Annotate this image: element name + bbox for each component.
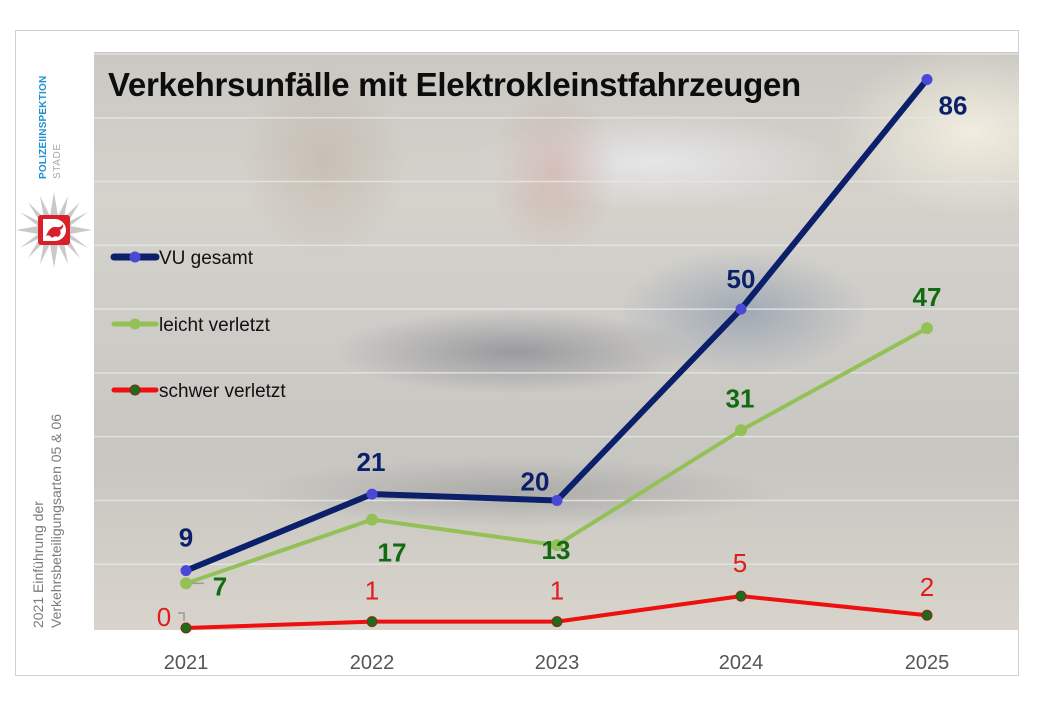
data-label-vu-gesamt: 9 bbox=[179, 523, 193, 553]
x-axis-tick-labels: 2021 2022 2023 2024 2025 bbox=[164, 652, 950, 674]
legend-label: VU gesamt bbox=[159, 248, 254, 269]
legend-label: schwer verletzt bbox=[159, 381, 286, 402]
data-label-schwer-verletzt: 1 bbox=[550, 576, 564, 606]
data-label-leicht-verletzt: 7 bbox=[213, 571, 227, 601]
data-point-leicht-verletzt bbox=[180, 577, 192, 590]
data-label-schwer-verletzt: 2 bbox=[920, 572, 934, 602]
data-point-schwer-verletzt bbox=[921, 609, 933, 621]
legend-swatch-marker bbox=[129, 318, 141, 330]
data-label-leicht-verletzt: 47 bbox=[913, 282, 942, 312]
gridlines bbox=[94, 53, 1019, 565]
data-label-schwer-verletzt: 0 bbox=[157, 602, 171, 632]
series-lines bbox=[180, 74, 933, 634]
data-point-vu-gesamt bbox=[551, 494, 563, 506]
data-point-vu-gesamt bbox=[366, 488, 378, 500]
legend-label: leicht verletzt bbox=[159, 315, 271, 336]
legend-item-vu-gesamt: VU gesamt bbox=[110, 248, 254, 269]
data-label-schwer-verletzt: 5 bbox=[733, 548, 747, 578]
legend-item-schwer-verletzt: schwer verletzt bbox=[111, 381, 286, 402]
x-tick-label: 2025 bbox=[905, 652, 950, 674]
data-label-leicht-verletzt: 13 bbox=[542, 535, 571, 565]
x-tick-label: 2023 bbox=[535, 652, 580, 674]
data-point-vu-gesamt bbox=[735, 303, 747, 315]
data-label-vu-gesamt: 86 bbox=[939, 91, 968, 121]
x-tick-label: 2021 bbox=[164, 652, 209, 674]
data-point-schwer-verletzt bbox=[366, 616, 378, 628]
data-point-leicht-verletzt bbox=[921, 322, 933, 335]
legend: VU gesamt leicht verletzt schwer verletzt bbox=[110, 248, 286, 402]
data-point-schwer-verletzt bbox=[180, 622, 192, 634]
data-label-vu-gesamt: 50 bbox=[727, 264, 756, 294]
data-point-leicht-verletzt bbox=[735, 424, 747, 437]
data-label-leicht-verletzt: 17 bbox=[378, 538, 407, 568]
data-point-schwer-verletzt bbox=[735, 590, 747, 602]
data-point-leicht-verletzt bbox=[366, 513, 378, 526]
data-point-vu-gesamt bbox=[921, 74, 933, 86]
data-label-vu-gesamt: 21 bbox=[357, 447, 386, 477]
data-point-vu-gesamt bbox=[180, 565, 192, 577]
background-photo bbox=[94, 52, 1019, 630]
legend-swatch-marker bbox=[129, 251, 141, 263]
police-star-emblem-icon bbox=[16, 192, 92, 268]
x-tick-label: 2024 bbox=[719, 652, 764, 674]
legend-swatch-marker bbox=[129, 384, 141, 396]
legend-item-leicht-verletzt: leicht verletzt bbox=[111, 315, 271, 336]
data-point-leicht-verletzt bbox=[551, 539, 563, 552]
chart-title: Verkehrsunfälle mit Elektrokleinstfahrze… bbox=[108, 66, 801, 103]
data-label-leicht-verletzt: 31 bbox=[726, 383, 755, 413]
label-leader-line bbox=[178, 612, 185, 621]
data-labels: 9 21 20 50 86 7 17 13 31 47 0 1 1 5 2 bbox=[157, 91, 968, 632]
data-point-schwer-verletzt bbox=[551, 616, 563, 628]
data-label-schwer-verletzt: 1 bbox=[365, 576, 379, 606]
x-tick-label: 2022 bbox=[350, 652, 395, 674]
data-label-vu-gesamt: 20 bbox=[521, 466, 550, 496]
